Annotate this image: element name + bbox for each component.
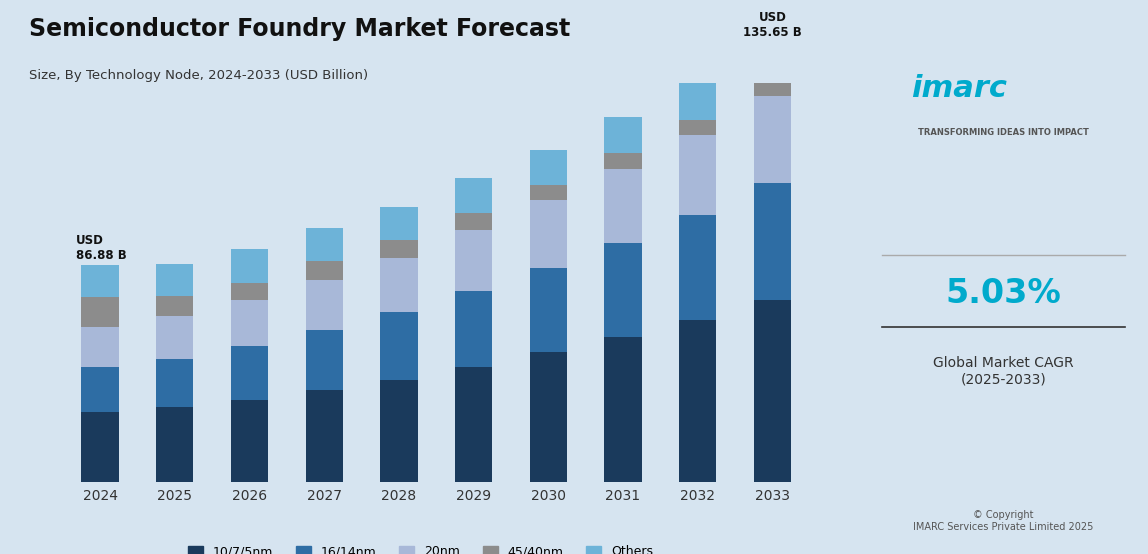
Text: Global Market CAGR
(2025-2033): Global Market CAGR (2025-2033) bbox=[933, 356, 1073, 386]
Bar bbox=[380, 240, 418, 258]
Legend: 10/7/5nm, 16/14nm, 20nm, 45/40nm, Others: 10/7/5nm, 16/14nm, 20nm, 45/40nm, Others bbox=[184, 540, 658, 554]
Bar bbox=[604, 153, 642, 169]
Bar bbox=[156, 407, 194, 482]
Text: imarc: imarc bbox=[910, 74, 1007, 103]
Bar bbox=[231, 346, 269, 400]
Bar bbox=[754, 43, 791, 80]
Bar bbox=[455, 367, 492, 482]
Bar bbox=[305, 261, 343, 280]
Bar bbox=[678, 135, 716, 215]
Bar bbox=[380, 380, 418, 482]
Bar bbox=[529, 200, 567, 268]
Bar bbox=[156, 296, 194, 316]
Text: Semiconductor Foundry Market Forecast: Semiconductor Foundry Market Forecast bbox=[29, 17, 569, 40]
Bar bbox=[455, 230, 492, 291]
Bar bbox=[455, 291, 492, 367]
Bar bbox=[305, 280, 343, 330]
Text: TRANSFORMING IDEAS INTO IMPACT: TRANSFORMING IDEAS INTO IMPACT bbox=[918, 129, 1088, 137]
Bar bbox=[529, 150, 567, 185]
Bar bbox=[305, 330, 343, 390]
Bar bbox=[754, 183, 791, 300]
Bar bbox=[604, 337, 642, 482]
Bar bbox=[604, 117, 642, 153]
Bar bbox=[529, 185, 567, 200]
Bar bbox=[604, 243, 642, 337]
Bar bbox=[82, 265, 118, 297]
Bar bbox=[380, 207, 418, 240]
Text: 5.03%: 5.03% bbox=[946, 277, 1061, 310]
Bar bbox=[678, 215, 716, 320]
Bar bbox=[156, 316, 194, 358]
Bar bbox=[231, 300, 269, 346]
Text: USD
135.65 B: USD 135.65 B bbox=[743, 12, 801, 39]
Text: © Copyright
IMARC Services Private Limited 2025: © Copyright IMARC Services Private Limit… bbox=[913, 510, 1094, 531]
Text: Size, By Technology Node, 2024-2033 (USD Billion): Size, By Technology Node, 2024-2033 (USD… bbox=[29, 69, 367, 82]
Text: USD
86.88 B: USD 86.88 B bbox=[76, 234, 127, 261]
Bar bbox=[305, 390, 343, 482]
Bar bbox=[754, 95, 791, 183]
Bar bbox=[82, 297, 118, 327]
Bar bbox=[82, 367, 118, 412]
Bar bbox=[529, 352, 567, 482]
Bar bbox=[678, 120, 716, 135]
Bar bbox=[82, 327, 118, 367]
Bar bbox=[156, 358, 194, 407]
Bar bbox=[231, 249, 269, 283]
Bar bbox=[305, 228, 343, 261]
Bar bbox=[231, 283, 269, 300]
Bar bbox=[754, 80, 791, 95]
Bar bbox=[529, 268, 567, 352]
Bar bbox=[754, 300, 791, 482]
Bar bbox=[455, 178, 492, 213]
Bar bbox=[455, 213, 492, 230]
Bar bbox=[156, 264, 194, 296]
Bar bbox=[678, 83, 716, 120]
Bar bbox=[82, 412, 118, 482]
Bar bbox=[380, 312, 418, 380]
Bar bbox=[380, 258, 418, 312]
Bar bbox=[231, 400, 269, 482]
Bar bbox=[604, 169, 642, 243]
Bar bbox=[678, 320, 716, 482]
